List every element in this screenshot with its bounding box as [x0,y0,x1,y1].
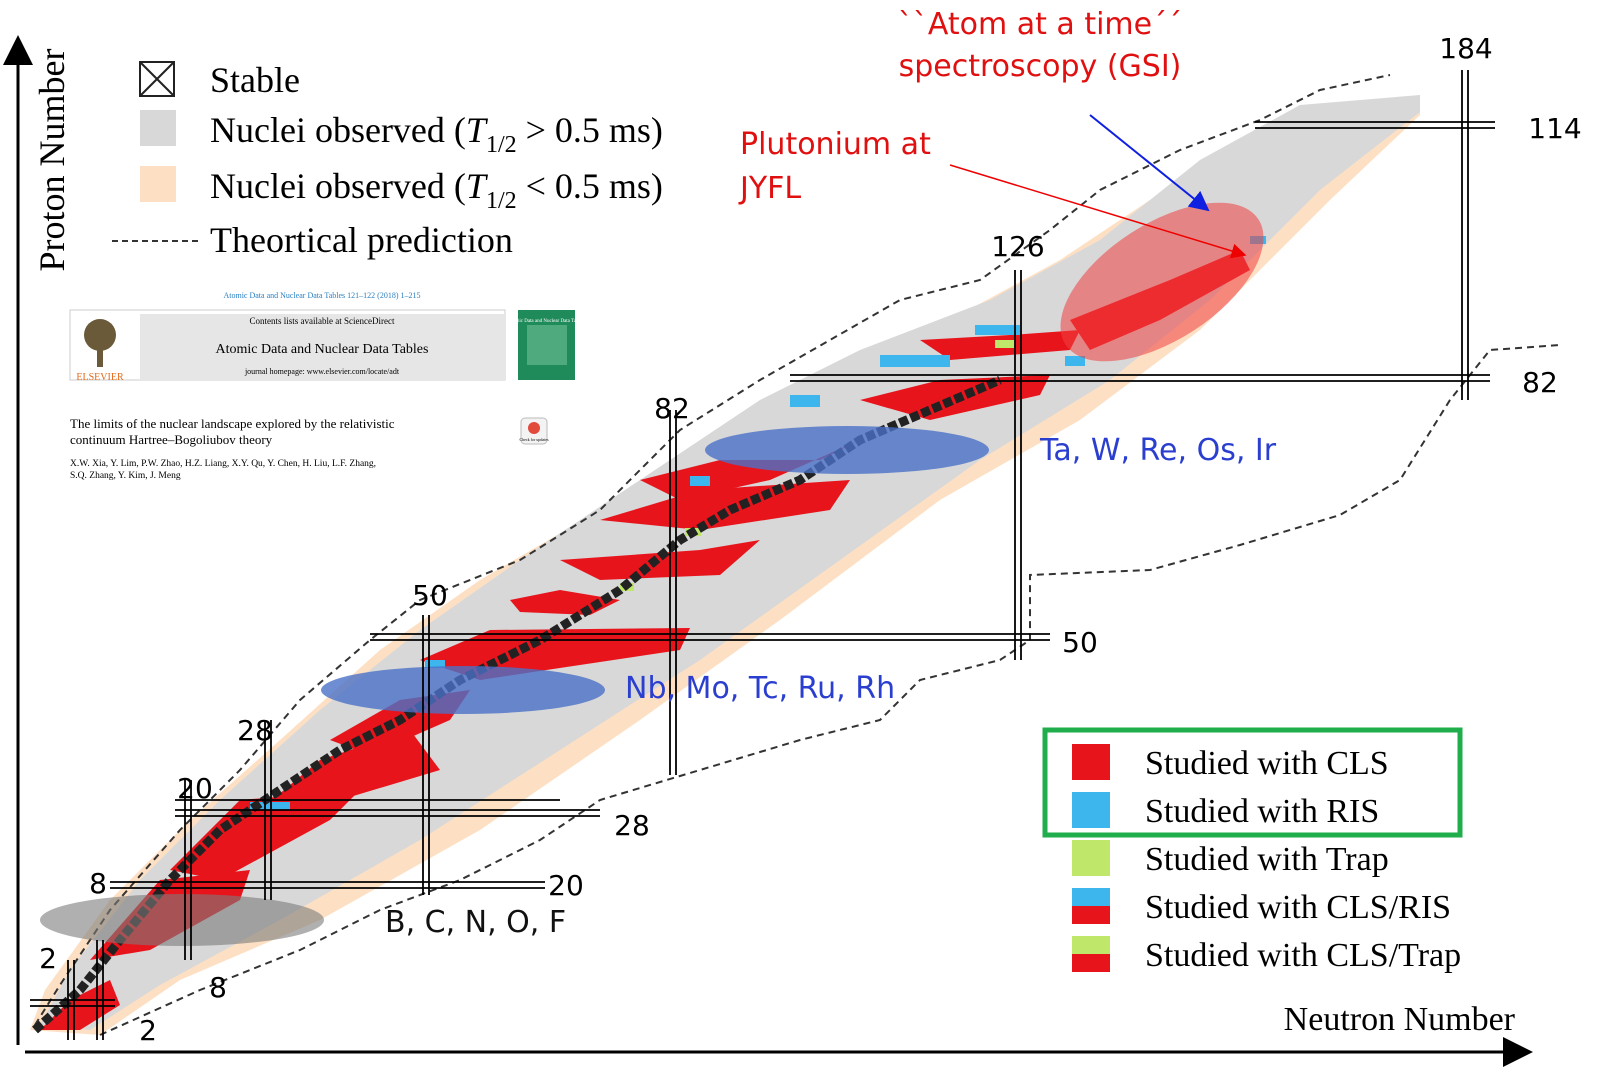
light-ellipse [40,894,324,946]
legend-swatch [1072,792,1110,828]
gsi-arrow [1090,115,1208,210]
magic-number: 184 [1439,32,1492,65]
magic-number: 8 [89,867,107,900]
heavy-ellipse [705,426,989,474]
mid-ellipse [321,666,605,714]
text-part: 1/2 [486,188,517,214]
magic-number: 50 [1062,626,1098,659]
text-part: Nuclei observed ( [210,166,466,206]
text-part: 1/2 [486,132,517,158]
paper-text: ELSEVIER [76,372,124,383]
annotation: B, C, N, O, F [385,905,566,940]
magic-number: 82 [1522,366,1558,399]
magic-number: 28 [614,809,650,842]
paper-text: The limits of the nuclear landscape expl… [70,416,395,431]
y-axis-label: Proton Number [32,49,72,272]
magic-number: 2 [139,1014,157,1047]
nuclear-chart: Proton Number Neutron Number Stable Nuclei … [0,0,1612,1089]
magic-number: 20 [548,869,584,902]
legend-label: Nuclei observed (T1/2 > 0.5 ms) [210,110,663,158]
paper-text: Check for updates [519,437,549,442]
annotation: spectroscopy (GSI) [899,49,1182,84]
text-part: Theortical prediction [210,220,513,260]
text-part: Nuclei observed ( [210,110,466,150]
legend-label: Studied with CLS/Trap [1145,937,1461,974]
paper-text: Atomic Data and Nuclear Data Tables 121–… [223,291,420,300]
magic-number: 28 [237,714,273,747]
legend-swatch [1072,936,1110,954]
annotation: Nb, Mo, Tc, Ru, Rh [625,671,895,706]
legend-swatch [1072,840,1110,876]
legend-label: Nuclei observed (T1/2 < 0.5 ms) [210,166,663,214]
paper-text: journal homepage: www.elsevier.com/locat… [244,367,400,376]
legend-top [112,62,200,241]
annotation: ``Atom at a time´´ [898,7,1182,42]
annotation: Ta, W, Re, Os, Ir [1039,433,1277,468]
text-part: < 0.5 ms) [517,166,663,206]
legend-label: Studied with CLS [1145,745,1389,782]
x-axis-label: Neutron Number [1284,1001,1516,1038]
legend-swatch [1072,954,1110,972]
paper-text: Atomic Data and Nuclear Data Tables [216,342,429,357]
legend-label: Studied with Trap [1145,841,1389,878]
text-part: > 0.5 ms) [517,110,663,150]
magic-number: 114 [1528,112,1581,145]
annotation: JYFL [738,171,801,206]
legend-label: Studied with CLS/RIS [1145,889,1451,926]
legend-label: Studied with RIS [1145,793,1379,830]
legend-label: Theortical prediction [210,220,513,260]
paper-text: X.W. Xia, Y. Lim, P.W. Zhao, H.Z. Liang,… [70,459,376,469]
annotation: Plutonium at [740,127,931,162]
legend-swatch [1072,906,1110,924]
paper-text: S.Q. Zhang, Y. Kim, J. Meng [70,471,181,481]
paper-text: Atomic Data and Nuclear Data Tables [508,319,584,324]
magic-number: 20 [177,772,213,805]
magic-number: 50 [412,579,448,612]
legend-label: Stable [210,60,300,100]
magic-number: 82 [654,392,690,425]
legend-swatch [1072,744,1110,780]
legend-swatch [1072,888,1110,906]
magic-number: 2 [39,942,57,975]
magic-number: 126 [991,230,1044,263]
paper-text: Contents lists available at ScienceDirec… [250,316,395,326]
text-part: Stable [210,60,300,100]
paper-text: continuum Hartree–Bogoliubov theory [70,432,273,447]
magic-number: 8 [209,971,227,1004]
